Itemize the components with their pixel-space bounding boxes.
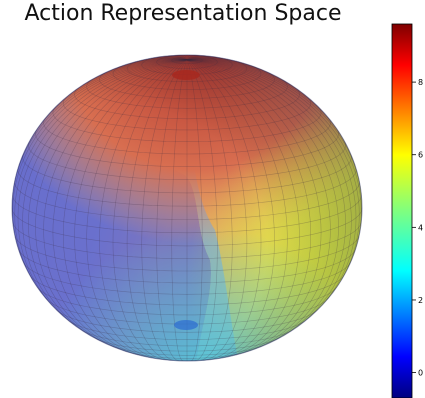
sphere-plot <box>11 54 363 362</box>
sphere-outline <box>11 54 363 362</box>
colorbar-gradient <box>391 23 413 398</box>
colorbar-tick-label: 4 <box>418 223 423 232</box>
top-pole-marker <box>172 70 200 80</box>
colorbar-tick-label: 8 <box>418 78 423 87</box>
colorbar-tick-label: 0 <box>418 369 423 378</box>
colorbar-tick-label: 6 <box>418 151 423 160</box>
chart-title: Action Representation Space <box>24 1 342 26</box>
colorbar: 0 2 4 6 8 <box>391 23 423 398</box>
colorbar-tick-label: 2 <box>418 296 423 305</box>
surface-shading <box>12 55 362 361</box>
bottom-pole-marker <box>174 320 198 330</box>
